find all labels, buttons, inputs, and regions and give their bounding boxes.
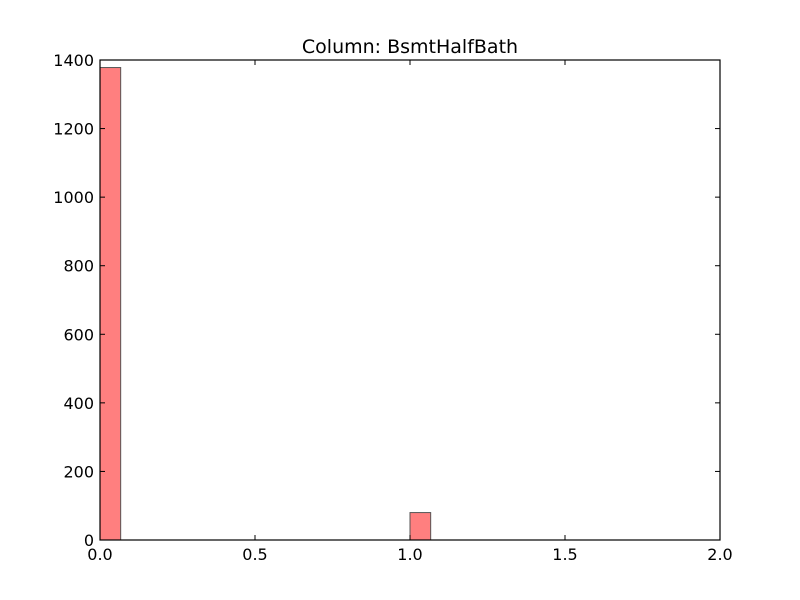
histogram-bar <box>99 67 122 541</box>
ticks-layer: 0.0 0.5 1.0 1.5 2.0 0 200 400 600 800 1000 1200 1400 <box>53 51 732 564</box>
y-tick-label: 0 <box>84 531 94 550</box>
y-tick-label: 600 <box>63 325 94 344</box>
plot-frame <box>99 59 721 541</box>
y-tick-label: 200 <box>63 462 94 481</box>
x-tick-label: 0.0 <box>87 545 112 564</box>
y-tick-label: 1400 <box>53 51 94 70</box>
y-tick-label: 1000 <box>53 188 94 207</box>
x-tick-label: 1.5 <box>552 545 577 564</box>
x-tick-label: 2.0 <box>707 545 732 564</box>
bars-layer <box>99 67 432 541</box>
y-tick-label: 1200 <box>53 120 94 139</box>
chart-title: Column: BsmtHalfBath <box>302 36 518 58</box>
x-tick-label: 0.5 <box>242 545 267 564</box>
y-tick-label: 800 <box>63 257 94 276</box>
histogram-bar <box>409 512 432 541</box>
x-tick-label: 1.0 <box>397 545 422 564</box>
y-tick-label: 400 <box>63 394 94 413</box>
